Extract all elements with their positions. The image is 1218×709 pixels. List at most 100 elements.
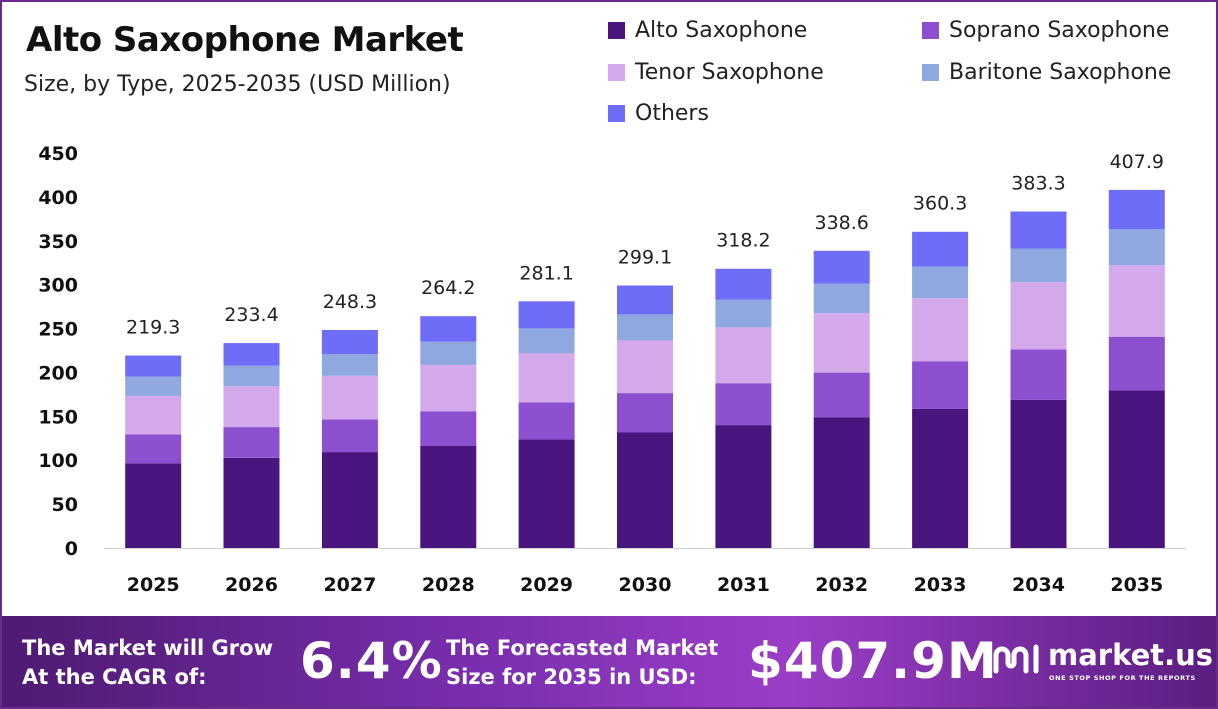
bar-segment-tenor-saxophone — [321, 375, 378, 420]
bar-segment-baritone-saxophone — [912, 266, 969, 299]
bar-segment-alto-saxophone — [420, 446, 477, 548]
market-us-logo-icon — [993, 644, 1039, 674]
legend-label-soprano: Soprano Saxophone — [949, 18, 1170, 43]
bar-segment-soprano-saxophone — [420, 411, 477, 446]
y-tick-label: 400 — [38, 187, 78, 209]
bar-segment-alto-saxophone — [617, 432, 673, 548]
forecast-label: The Forecasted Market Size for 2035 in U… — [446, 634, 718, 692]
legend-swatch-tenor — [608, 64, 625, 81]
y-tick-label: 100 — [38, 450, 78, 472]
chart-subtitle: Size, by Type, 2025-2035 (USD Million) — [24, 72, 451, 97]
x-tick-label: 2032 — [815, 574, 868, 596]
bar-segment-alto-saxophone — [715, 425, 772, 548]
bar-segment-baritone-saxophone — [1010, 248, 1067, 283]
bar-total-label: 248.3 — [323, 291, 377, 313]
bar-segment-tenor-saxophone — [125, 395, 182, 435]
bar-segment-others — [321, 330, 378, 354]
brand-tagline: ONE STOP SHOP FOR THE REPORTS — [1049, 674, 1196, 682]
x-tick-label: 2031 — [717, 574, 770, 596]
x-tick-label: 2035 — [1110, 574, 1163, 596]
bar-segment-others — [617, 285, 673, 315]
bar-total-label: 219.3 — [126, 317, 180, 339]
bar-segment-others — [223, 343, 280, 366]
legend-label-baritone: Baritone Saxophone — [949, 60, 1172, 85]
bar-segment-alto-saxophone — [125, 463, 182, 548]
bar-segment-tenor-saxophone — [1108, 265, 1165, 337]
x-tick-label: 2026 — [225, 574, 278, 596]
bar-segment-tenor-saxophone — [912, 298, 969, 362]
summary-banner: The Market will Grow At the CAGR of: 6.4… — [2, 616, 1216, 707]
bar-segment-baritone-saxophone — [223, 365, 280, 387]
bar-segment-soprano-saxophone — [617, 393, 673, 433]
y-tick-label: 50 — [52, 494, 78, 516]
brand-name: market.us — [1048, 638, 1214, 672]
bar-segment-alto-saxophone — [813, 417, 870, 548]
bar-segment-others — [912, 231, 969, 267]
x-tick-label: 2029 — [520, 574, 573, 596]
bar-segment-soprano-saxophone — [223, 427, 280, 458]
chart-title: Alto Saxophone Market — [26, 20, 464, 60]
bar-total-label: 360.3 — [913, 193, 967, 215]
bar-total-label: 338.6 — [814, 212, 868, 234]
x-tick-label: 2033 — [914, 574, 967, 596]
legend-item-soprano-saxophone: Soprano Saxophone — [922, 18, 1169, 43]
legend-item-baritone-saxophone: Baritone Saxophone — [922, 60, 1171, 85]
bar-segment-baritone-saxophone — [420, 341, 477, 365]
bar-total-label: 233.4 — [224, 304, 278, 326]
bar-total-label: 318.2 — [716, 230, 770, 252]
y-tick-label: 350 — [38, 231, 78, 253]
bar-total-label: 281.1 — [519, 262, 573, 284]
bar-segment-tenor-saxophone — [223, 386, 280, 428]
bar-segment-baritone-saxophone — [715, 299, 772, 328]
x-tick-label: 2028 — [422, 574, 475, 596]
bar-segment-tenor-saxophone — [518, 353, 575, 403]
legend-item-alto-saxophone: Alto Saxophone — [608, 18, 807, 43]
cagr-label: The Market will Grow At the CAGR of: — [22, 634, 273, 692]
legend-label-tenor: Tenor Saxophone — [635, 60, 824, 85]
bar-segment-others — [518, 301, 575, 329]
bar-segment-soprano-saxophone — [518, 402, 575, 440]
legend-swatch-soprano — [922, 22, 939, 39]
bar-segment-alto-saxophone — [518, 439, 575, 548]
bar-segment-baritone-saxophone — [617, 314, 673, 341]
y-tick-label: 250 — [38, 319, 78, 341]
bar-segment-soprano-saxophone — [321, 419, 378, 453]
legend-label-others: Others — [635, 101, 709, 126]
bar-segment-soprano-saxophone — [715, 383, 772, 426]
y-tick-label: 200 — [38, 362, 78, 384]
bar-segment-others — [715, 268, 772, 300]
bar-segment-soprano-saxophone — [1108, 336, 1165, 391]
bar-segment-alto-saxophone — [321, 452, 378, 548]
y-tick-label: 150 — [38, 406, 78, 428]
legend-swatch-baritone — [922, 64, 939, 81]
legend-swatch-alto — [608, 22, 625, 39]
bar-segment-baritone-saxophone — [1108, 229, 1165, 266]
bar-segment-soprano-saxophone — [1010, 349, 1067, 400]
x-tick-label: 2034 — [1012, 574, 1065, 596]
bar-segment-tenor-saxophone — [715, 327, 772, 384]
bar-segment-others — [420, 316, 477, 342]
bar-segment-baritone-saxophone — [125, 376, 182, 396]
x-tick-label: 2030 — [619, 574, 672, 596]
bar-segment-others — [1108, 189, 1165, 230]
forecast-label-line2: Size for 2035 in USD: — [446, 665, 697, 689]
bar-segment-alto-saxophone — [1010, 399, 1067, 548]
legend-label-alto: Alto Saxophone — [635, 18, 808, 43]
bar-total-label: 383.3 — [1011, 173, 1065, 195]
bar-total-label: 264.2 — [421, 277, 475, 299]
bar-segment-baritone-saxophone — [321, 354, 378, 376]
x-tick-label: 2027 — [323, 574, 376, 596]
cagr-value: 6.4% — [300, 632, 443, 690]
bar-segment-tenor-saxophone — [813, 313, 870, 373]
bar-segment-alto-saxophone — [1108, 390, 1165, 548]
legend-item-others: Others — [608, 101, 709, 126]
bar-segment-soprano-saxophone — [125, 434, 182, 464]
bar-segment-tenor-saxophone — [1010, 282, 1067, 350]
legend-swatch-others — [608, 105, 625, 122]
bar-segment-baritone-saxophone — [518, 328, 575, 354]
x-tick-label: 2025 — [127, 574, 180, 596]
bar-segment-alto-saxophone — [912, 408, 969, 548]
bar-segment-baritone-saxophone — [813, 283, 870, 314]
legend-item-tenor-saxophone: Tenor Saxophone — [608, 60, 824, 85]
